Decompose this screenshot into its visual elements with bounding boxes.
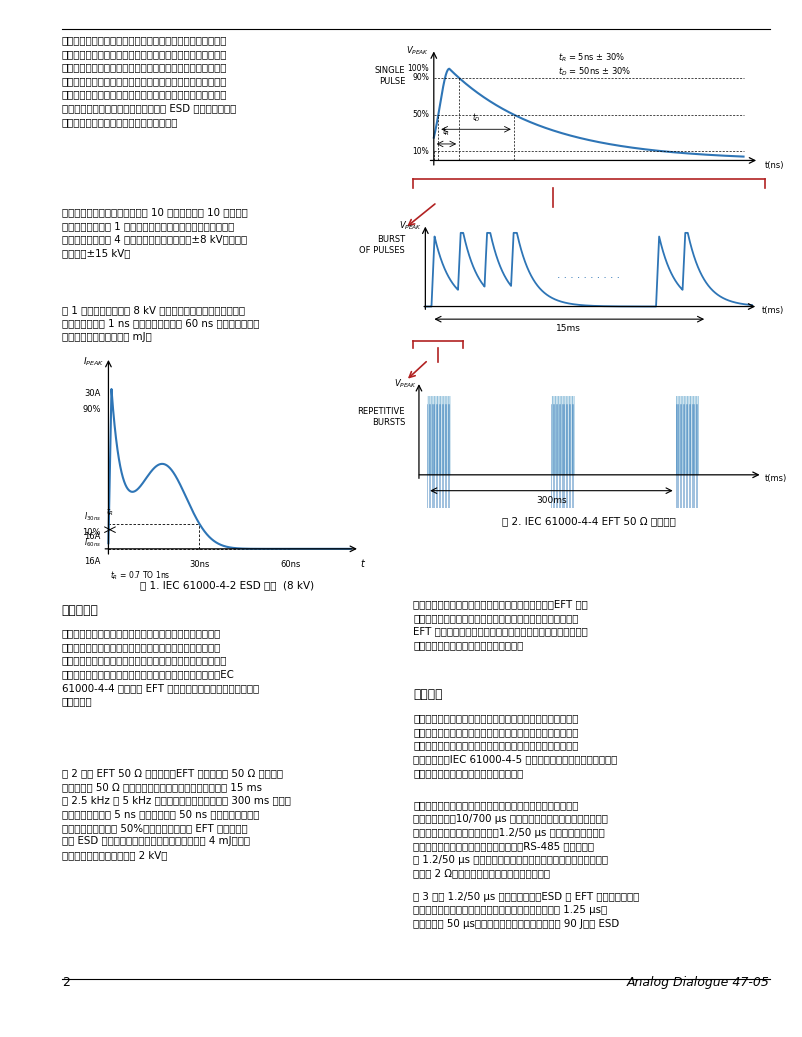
- Text: 10%: 10%: [83, 529, 101, 537]
- Text: $t$: $t$: [360, 557, 366, 569]
- Text: 2: 2: [62, 976, 70, 989]
- Text: 50%: 50%: [412, 110, 429, 119]
- Text: 电涌瞬变: 电涌瞬变: [413, 688, 443, 701]
- Text: 30ns: 30ns: [189, 560, 209, 569]
- Text: . . . . . . . . . .: . . . . . . . . . .: [557, 270, 620, 280]
- Text: $t_R$: $t_R$: [443, 125, 451, 139]
- Text: 图 2. IEC 61000-4-4 EFT 50 Ω 负载波形: 图 2. IEC 61000-4-4 EFT 50 Ω 负载波形: [502, 516, 675, 527]
- Text: Analog Dialogue 47-05: Analog Dialogue 47-05: [627, 976, 770, 989]
- Text: BURST
OF PULSES: BURST OF PULSES: [359, 234, 405, 255]
- Text: $t_D$: $t_D$: [472, 111, 480, 123]
- Text: $I_{60ns}$: $I_{60ns}$: [83, 536, 101, 549]
- Text: REPETITIVE
BURSTS: REPETITIVE BURSTS: [358, 407, 405, 427]
- Text: 图 1 显示了规范所述的 8 kV 接触放电电流波形。一些关键波
形参数包括小于 1 ns 的上升时间和大约 60 ns 的脉冲宽度。这
说明脉冲总能量约为数十: 图 1 显示了规范所述的 8 kV 接触放电电流波形。一些关键波 形参数包括小于…: [62, 305, 259, 342]
- Text: t(ns): t(ns): [765, 161, 784, 169]
- Text: 15ms: 15ms: [556, 324, 581, 333]
- Text: 图 2 显示 EFT 50 Ω 负载波形。EFT 波形用具有 50 Ω 输出阻抗
的发生器在 50 Ω 阻抗上产生的电压来描述。输出波形由 15 ms
的 2.: 图 2 显示 EFT 50 Ω 负载波形。EFT 波形用具有 50 Ω 输出阻抗…: [62, 768, 290, 860]
- Text: 图 1. IEC 61000-4-2 ESD 波形  (8 kV): 图 1. IEC 61000-4-2 ESD 波形 (8 kV): [140, 580, 314, 590]
- Text: $I_{PEAK}$: $I_{PEAK}$: [83, 356, 104, 368]
- Text: $V_{PEAK}$: $V_{PEAK}$: [399, 220, 423, 232]
- Text: $V_{PEAK}$: $V_{PEAK}$: [394, 377, 417, 390]
- Text: 16A: 16A: [84, 557, 101, 566]
- Text: $t_R$: $t_R$: [106, 506, 114, 518]
- Text: 90%: 90%: [412, 74, 429, 82]
- Text: 300ms: 300ms: [536, 497, 567, 505]
- Text: 电快速瞬变: 电快速瞬变: [62, 604, 99, 617]
- Text: 电快速瞬变测试要求将数个极端快速的瞬变脉冲耦合到信号
线上，以代表容性耦合到通信端口的外部开关电路的瞬态干
扰，这种干扰可能包括继电器和开关触点抖动，以及切换感: 电快速瞬变测试要求将数个极端快速的瞬变脉冲耦合到信号 线上，以代表容性耦合到通信…: [62, 628, 259, 706]
- Text: 16A: 16A: [84, 532, 101, 541]
- Text: t(ms): t(ms): [762, 306, 784, 314]
- Text: $I_{30ns}$: $I_{30ns}$: [83, 511, 101, 524]
- Text: SINGLE
PULSE: SINGLE PULSE: [375, 66, 405, 86]
- Text: 100%: 100%: [407, 64, 429, 74]
- Text: $t_D$ = 50ns ± 30%: $t_D$ = 50ns ± 30%: [557, 65, 631, 78]
- Text: 图 3 显示 1.2/50 μs 电涌瞬变波形。ESD 和 EFT 具有相似的上升
时间、脉冲宽度和能量水平，但电涌脉冲的上升时间为 1.25 μs，
脉冲宽度: 图 3 显示 1.2/50 μs 电涌瞬变波形。ESD 和 EFT 具有相似的上…: [413, 892, 639, 929]
- Text: 电涌瞬变由开关或雷电瞬变产生的过压引起。开关瞬变的原因
可以是电源系统切换、电源分配系统的负载变化或短路等各种
系统故障。雷电瞬变的原因可以是附近的雷击将高电流: 电涌瞬变由开关或雷电瞬变产生的过压引起。开关瞬变的原因 可以是电源系统切换、电源…: [413, 713, 618, 778]
- Text: 波形定义为开路电压和短路电流下波形发生器的输出。标准描
述了两种波形。10/700 μs 组合波形用于测试要连接到对称通信
线路的端口，例如电话交换线。1.2/: 波形定义为开路电压和短路电流下波形发生器的输出。标准描 述了两种波形。10/70…: [413, 801, 608, 878]
- Text: t(ms): t(ms): [765, 474, 788, 483]
- Text: $t_R$ = 0.7 TO 1ns: $t_R$ = 0.7 TO 1ns: [110, 569, 171, 582]
- Text: 测试期间，数据端口须经受至少 10 次正极放电和 10 次负极放
电，脉冲之间间隔 1 秒。测试电压的选择取决于系统端环境。
规定的最高测试为 4 级，要求接触: 测试期间，数据端口须经受至少 10 次正极放电和 10 次负极放 电，脉冲之间间…: [62, 207, 248, 258]
- Text: $t_R$ = 5ns ± 30%: $t_R$ = 5ns ± 30%: [557, 52, 625, 64]
- Text: 90%: 90%: [83, 405, 101, 415]
- Text: 10%: 10%: [412, 147, 429, 156]
- Text: 这些快速突发瞬变通过电容耦合钳耦合到通信线路。EFT 通过
耦合钳容性耦合到通信线路，而不是直接接触。这同样降低了
EFT 发生器的低输出阻抗所引起的负载。耦合: 这些快速突发瞬变通过电容耦合钳耦合到通信线路。EFT 通过 耦合钳容性耦合到通信…: [413, 599, 588, 650]
- Text: 60ns: 60ns: [280, 560, 301, 569]
- Text: 30A: 30A: [84, 389, 101, 398]
- Text: $V_{PEAK}$: $V_{PEAK}$: [406, 45, 429, 57]
- Text: 法，即所谓接触放电和空气放电。接触放电要求放电枪与受测
单元直接接触。在空气放电测试期间，放电枪的充电电极朝向
受测单元移动，直到气隙上发生电弧放电。放电枪不与: 法，即所谓接触放电和空气放电。接触放电要求放电枪与受测 单元直接接触。在空气放电…: [62, 35, 236, 127]
